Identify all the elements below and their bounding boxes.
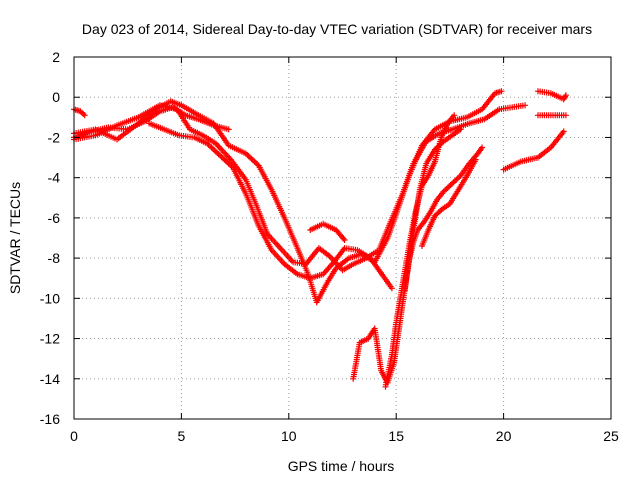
plot-frame	[73, 56, 612, 420]
series-sat-m	[535, 88, 569, 103]
y-tick-label: -10	[40, 290, 60, 306]
data-point	[341, 237, 348, 243]
x-tick-label: 10	[281, 428, 297, 444]
data-point	[81, 112, 88, 119]
series-sat-e	[146, 120, 395, 292]
x-tick-label: 5	[178, 428, 186, 444]
y-tick-label: -4	[48, 170, 61, 186]
data-point	[498, 88, 505, 95]
y-tick-label: -16	[40, 411, 60, 427]
y-tick-label: -6	[48, 210, 61, 226]
y-axis-label: SDTVAR / TECUs	[7, 182, 23, 294]
grid-layer	[74, 57, 611, 419]
series-sat-j	[419, 156, 479, 249]
data-point	[472, 156, 479, 163]
data-point	[562, 92, 569, 99]
y-tick-label: 0	[52, 89, 60, 105]
data-layer	[71, 88, 569, 390]
data-point	[479, 144, 486, 151]
data-point	[457, 126, 464, 133]
data-point	[562, 112, 569, 119]
data-point	[80, 111, 87, 117]
y-tick-label: -12	[40, 331, 60, 347]
x-tick-label: 25	[603, 428, 619, 444]
series-sat-f	[307, 220, 348, 243]
series-sat-h	[382, 112, 458, 390]
data-point	[388, 285, 395, 292]
data-point	[560, 128, 567, 135]
x-tick-label: 20	[496, 428, 512, 444]
series-sat-k	[500, 128, 567, 173]
y-tick-label: -8	[48, 250, 61, 266]
y-tick-label: -2	[48, 129, 61, 145]
series-sat-l	[535, 112, 569, 119]
series-sat-i	[401, 144, 486, 294]
data-point	[522, 102, 529, 109]
data-point	[225, 126, 232, 133]
series-sat-b	[71, 106, 88, 119]
y-tick-label: 2	[52, 49, 60, 65]
x-axis-label: GPS time / hours	[288, 458, 395, 474]
y-tick-label: -14	[40, 371, 60, 387]
data-point	[451, 112, 458, 119]
chart-title: Day 023 of 2014, Sidereal Day-to-day VTE…	[82, 21, 592, 37]
x-tick-label: 15	[388, 428, 404, 444]
x-tick-label: 0	[70, 428, 78, 444]
